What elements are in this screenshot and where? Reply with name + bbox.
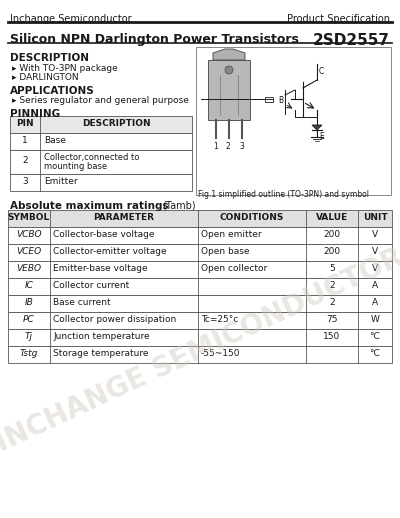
Bar	[10, 174, 192, 191]
Text: VALUE: VALUE	[316, 213, 348, 222]
Bar	[10, 116, 192, 133]
Text: Tj: Tj	[25, 332, 33, 341]
Text: Storage temperature: Storage temperature	[53, 349, 148, 358]
Bar	[8, 227, 392, 244]
Text: mounting base: mounting base	[44, 162, 107, 171]
Text: Open emitter: Open emitter	[201, 230, 262, 239]
Text: PC: PC	[23, 315, 35, 324]
Text: Inchange Semiconductor: Inchange Semiconductor	[10, 14, 132, 24]
Text: Junction temperature: Junction temperature	[53, 332, 150, 341]
Text: IC: IC	[24, 281, 34, 290]
Bar	[8, 295, 392, 312]
Text: Collector-emitter voltage: Collector-emitter voltage	[53, 247, 167, 256]
Bar	[8, 278, 392, 295]
Text: 75: 75	[326, 315, 338, 324]
Text: IB: IB	[25, 298, 33, 307]
Text: ▸ DARLINGTON: ▸ DARLINGTON	[12, 73, 79, 82]
Text: Emitter: Emitter	[44, 177, 78, 186]
Text: Tc=25°c: Tc=25°c	[201, 315, 238, 324]
Circle shape	[225, 66, 233, 74]
Bar	[8, 329, 392, 346]
Text: 2: 2	[329, 281, 335, 290]
Text: Collector current: Collector current	[53, 281, 129, 290]
Bar	[10, 133, 192, 150]
Text: Base: Base	[44, 136, 66, 145]
Text: 5: 5	[329, 264, 335, 273]
Text: Base current: Base current	[53, 298, 111, 307]
Text: DESCRIPTION: DESCRIPTION	[82, 119, 150, 128]
Text: CONDITIONS: CONDITIONS	[220, 213, 284, 222]
Polygon shape	[312, 125, 322, 130]
Text: Collector,connected to: Collector,connected to	[44, 153, 139, 162]
Text: 2SD2557: 2SD2557	[313, 33, 390, 48]
Text: Fig.1 simplified outline (TO-3PN) and symbol: Fig.1 simplified outline (TO-3PN) and sy…	[198, 190, 369, 199]
Text: Silicon NPN Darlington Power Transistors: Silicon NPN Darlington Power Transistors	[10, 33, 299, 46]
Text: Emitter-base voltage: Emitter-base voltage	[53, 264, 148, 273]
Text: PARAMETER: PARAMETER	[94, 213, 154, 222]
Text: 200: 200	[324, 230, 340, 239]
Text: 3: 3	[22, 177, 28, 186]
Text: 2: 2	[22, 156, 28, 165]
Text: SYMBOL: SYMBOL	[8, 213, 50, 222]
Text: 2: 2	[329, 298, 335, 307]
Text: W: W	[370, 315, 380, 324]
Text: °C: °C	[370, 349, 380, 358]
Text: VEBO: VEBO	[16, 264, 42, 273]
Polygon shape	[213, 49, 245, 60]
Bar	[196, 47, 391, 195]
Text: V: V	[372, 264, 378, 273]
Text: A: A	[372, 281, 378, 290]
Bar	[10, 150, 192, 174]
Text: PINNING: PINNING	[10, 109, 60, 119]
Text: E: E	[319, 132, 324, 141]
Text: 1: 1	[213, 142, 218, 151]
Text: 1: 1	[22, 136, 28, 145]
Text: DESCRIPTION: DESCRIPTION	[10, 53, 89, 63]
Text: ▸ With TO-3PN package: ▸ With TO-3PN package	[12, 64, 118, 73]
Text: B: B	[278, 96, 283, 105]
Text: V: V	[372, 230, 378, 239]
Text: 3: 3	[239, 142, 244, 151]
Text: Open collector: Open collector	[201, 264, 267, 273]
Text: -55~150: -55~150	[201, 349, 240, 358]
Text: V: V	[372, 247, 378, 256]
Text: APPLICATIONS: APPLICATIONS	[10, 86, 95, 96]
Text: 2: 2	[226, 142, 231, 151]
Bar	[8, 312, 392, 329]
Bar	[208, 60, 250, 120]
Text: °C: °C	[370, 332, 380, 341]
Text: 150: 150	[323, 332, 341, 341]
Text: Tstg: Tstg	[20, 349, 38, 358]
Text: PIN: PIN	[16, 119, 34, 128]
Text: C: C	[319, 67, 324, 76]
Text: UNIT: UNIT	[363, 213, 387, 222]
Text: Open base: Open base	[201, 247, 250, 256]
Text: Product Specification: Product Specification	[287, 14, 390, 24]
Text: 200: 200	[324, 247, 340, 256]
Bar	[8, 210, 392, 227]
Text: Collector-base voltage: Collector-base voltage	[53, 230, 154, 239]
Bar	[265, 97, 273, 102]
Bar	[8, 261, 392, 278]
Text: (Tamb): (Tamb)	[162, 201, 196, 211]
Bar	[8, 346, 392, 363]
Text: A: A	[372, 298, 378, 307]
Text: ▸ Series regulator and general purpose: ▸ Series regulator and general purpose	[12, 96, 189, 105]
Text: INCHANGE SEMICONDUCTOR: INCHANGE SEMICONDUCTOR	[0, 243, 400, 457]
Text: VCEO: VCEO	[16, 247, 42, 256]
Bar	[8, 244, 392, 261]
Text: Collector power dissipation: Collector power dissipation	[53, 315, 176, 324]
Text: Absolute maximum ratings: Absolute maximum ratings	[10, 201, 169, 211]
Text: VCBO: VCBO	[16, 230, 42, 239]
